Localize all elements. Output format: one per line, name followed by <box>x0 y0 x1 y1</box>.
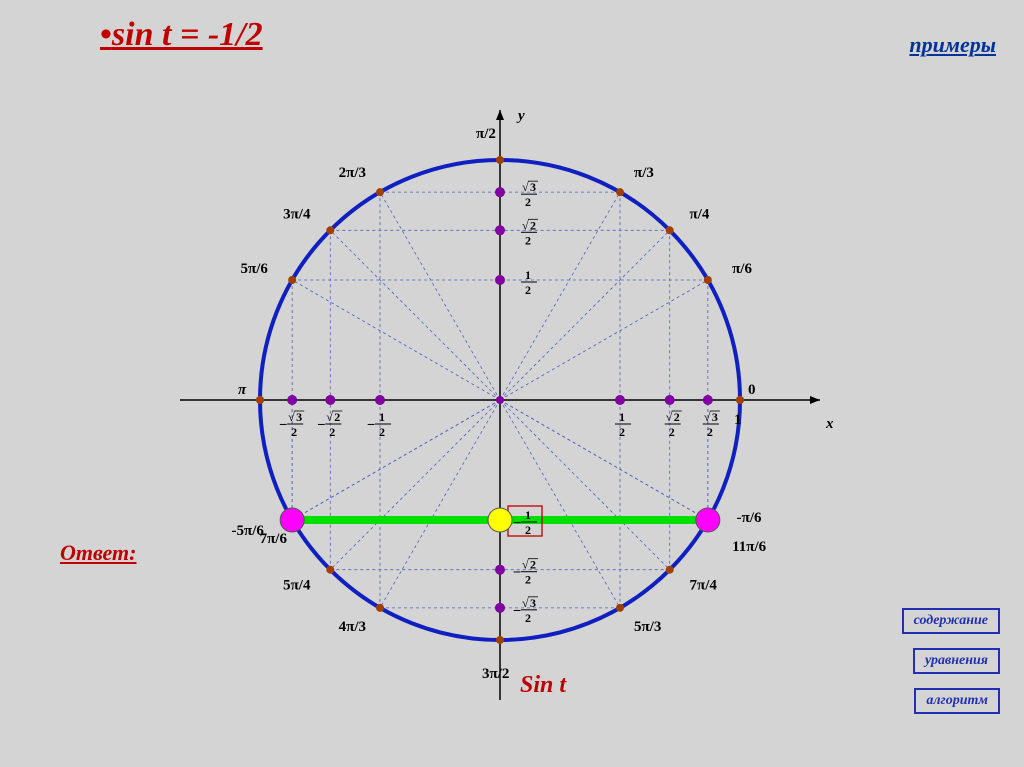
svg-text:2: 2 <box>669 425 675 439</box>
svg-text:3: 3 <box>712 410 718 424</box>
svg-text:2: 2 <box>674 410 680 424</box>
svg-text:√: √ <box>288 410 295 424</box>
svg-text:2: 2 <box>707 425 713 439</box>
svg-text:π/4: π/4 <box>690 207 710 223</box>
svg-text:1: 1 <box>525 268 531 282</box>
svg-text:2: 2 <box>525 233 531 247</box>
svg-text:2: 2 <box>525 611 531 625</box>
svg-text:5π/3: 5π/3 <box>634 619 661 635</box>
svg-text:2π/3: 2π/3 <box>339 165 366 181</box>
svg-text:π/2: π/2 <box>476 126 496 142</box>
svg-text:√: √ <box>522 180 529 194</box>
svg-text:2: 2 <box>379 425 385 439</box>
svg-text:−: − <box>317 416 325 432</box>
svg-text:3π/4: 3π/4 <box>283 207 311 223</box>
svg-text:−: − <box>513 602 521 618</box>
svg-text:3: 3 <box>530 180 536 194</box>
svg-text:0: 0 <box>748 382 756 398</box>
svg-text:2: 2 <box>291 425 297 439</box>
svg-text:2: 2 <box>334 410 340 424</box>
svg-text:3: 3 <box>530 596 536 610</box>
svg-text:7π/6: 7π/6 <box>260 531 288 547</box>
svg-text:3: 3 <box>296 410 302 424</box>
svg-text:2: 2 <box>530 558 536 572</box>
svg-text:1: 1 <box>734 412 742 428</box>
unit-circle-diagram: xy01π12√22√32−12−√22−√3212√22√32−12−√22−… <box>150 60 850 760</box>
nav-contents[interactable]: содержание <box>902 608 1000 634</box>
svg-text:2: 2 <box>525 195 531 209</box>
svg-text:2: 2 <box>530 218 536 232</box>
svg-text:√: √ <box>704 410 711 424</box>
svg-text:3π/2: 3π/2 <box>482 666 509 682</box>
svg-text:y: y <box>516 108 525 124</box>
svg-text:π/3: π/3 <box>634 165 654 181</box>
nav-equations[interactable]: уравнения <box>913 648 1000 674</box>
svg-text:2: 2 <box>525 283 531 297</box>
svg-text:π: π <box>238 382 247 398</box>
svg-text:5π/6: 5π/6 <box>241 261 269 277</box>
svg-text:-π/6: -π/6 <box>737 510 762 526</box>
svg-text:1: 1 <box>379 410 385 424</box>
svg-text:2: 2 <box>525 573 531 587</box>
svg-text:π/6: π/6 <box>732 261 752 277</box>
svg-text:√: √ <box>666 410 673 424</box>
svg-text:1: 1 <box>619 410 625 424</box>
answer-label: Ответ: <box>60 540 136 566</box>
svg-text:4π/3: 4π/3 <box>339 619 366 635</box>
svg-text:2: 2 <box>329 425 335 439</box>
svg-text:11π/6: 11π/6 <box>732 539 767 555</box>
svg-text:2: 2 <box>525 523 531 537</box>
svg-text:−: − <box>513 564 521 580</box>
svg-text:2: 2 <box>619 425 625 439</box>
nav-algorithm[interactable]: алгоритм <box>914 688 1000 714</box>
svg-text:√: √ <box>522 558 529 572</box>
svg-text:−: − <box>513 514 521 530</box>
examples-link[interactable]: примеры <box>909 32 996 58</box>
svg-text:1: 1 <box>525 508 531 522</box>
svg-text:7π/4: 7π/4 <box>690 577 718 593</box>
svg-text:−: − <box>279 416 287 432</box>
svg-text:√: √ <box>522 596 529 610</box>
svg-text:Sin t: Sin t <box>520 672 567 698</box>
svg-text:√: √ <box>326 410 333 424</box>
svg-text:−: − <box>367 416 375 432</box>
svg-text:x: x <box>825 416 834 432</box>
equation-title: •sin t = -1/2 <box>100 16 263 54</box>
svg-text:5π/4: 5π/4 <box>283 577 311 593</box>
svg-text:√: √ <box>522 218 529 232</box>
